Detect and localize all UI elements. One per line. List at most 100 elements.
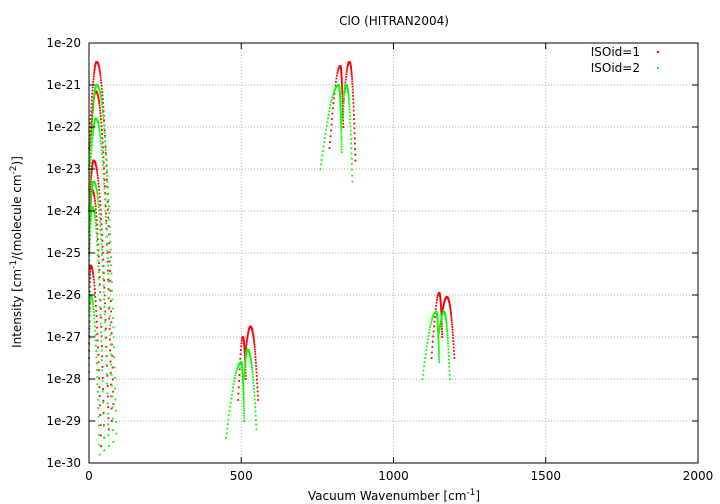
data-point-isoid-2 bbox=[339, 115, 342, 117]
data-point-isoid-1 bbox=[256, 386, 259, 389]
data-point-isoid-1 bbox=[435, 304, 437, 307]
data-point-isoid-1 bbox=[110, 321, 113, 324]
data-point-isoid-1 bbox=[331, 112, 334, 115]
data-point-isoid-2 bbox=[100, 143, 103, 145]
data-point-isoid-1 bbox=[101, 133, 103, 135]
data-point-isoid-2 bbox=[111, 406, 114, 409]
data-point-isoid-1 bbox=[90, 168, 93, 171]
data-point-isoid-1 bbox=[246, 336, 249, 339]
data-point-isoid-1 bbox=[91, 96, 93, 98]
data-point-isoid-2 bbox=[101, 265, 104, 268]
data-point-isoid-2 bbox=[97, 203, 100, 206]
data-point-isoid-2 bbox=[101, 369, 104, 372]
data-point-isoid-2 bbox=[104, 203, 107, 206]
data-point-isoid-2 bbox=[344, 85, 347, 88]
data-point-isoid-1 bbox=[101, 91, 104, 93]
data-point-isoid-2 bbox=[89, 214, 91, 217]
y-tick-label: 1e-20 bbox=[46, 36, 81, 50]
data-point-isoid-2 bbox=[437, 336, 440, 339]
data-point-isoid-2 bbox=[97, 415, 100, 418]
data-point-isoid-2 bbox=[89, 211, 92, 214]
data-point-isoid-2 bbox=[91, 136, 94, 139]
data-point-isoid-2 bbox=[438, 328, 441, 331]
data-point-isoid-2 bbox=[90, 128, 93, 131]
data-point-isoid-1 bbox=[96, 174, 99, 177]
data-point-isoid-1 bbox=[340, 80, 343, 82]
data-point-isoid-2 bbox=[95, 356, 98, 359]
data-point-isoid-2 bbox=[90, 193, 93, 196]
data-point-isoid-1 bbox=[99, 76, 102, 79]
data-point-isoid-1 bbox=[98, 102, 101, 105]
data-point-isoid-2 bbox=[347, 94, 350, 97]
data-point-isoid-1 bbox=[101, 345, 103, 348]
data-point-isoid-2 bbox=[105, 235, 108, 238]
data-point-isoid-2 bbox=[105, 363, 108, 366]
data-point-isoid-2 bbox=[241, 375, 244, 378]
data-point-isoid-2 bbox=[349, 121, 352, 124]
data-point-isoid-1 bbox=[238, 374, 241, 376]
data-point-isoid-1 bbox=[340, 77, 343, 80]
data-point-isoid-2 bbox=[94, 224, 97, 227]
x-axis-label-suffix: ] bbox=[475, 489, 480, 503]
data-point-isoid-2 bbox=[110, 256, 112, 259]
data-point-isoid-1 bbox=[90, 134, 92, 136]
data-point-isoid-2 bbox=[107, 434, 110, 437]
data-point-isoid-1 bbox=[97, 361, 100, 364]
data-point-isoid-1 bbox=[255, 364, 258, 367]
data-point-isoid-1 bbox=[101, 366, 104, 368]
data-point-isoid-1 bbox=[89, 193, 91, 196]
data-point-isoid-1 bbox=[93, 288, 96, 290]
data-point-isoid-2 bbox=[232, 383, 235, 386]
data-point-isoid-1 bbox=[100, 125, 103, 128]
data-point-isoid-1 bbox=[244, 348, 247, 351]
data-point-isoid-1 bbox=[111, 343, 113, 346]
data-point-isoid-2 bbox=[89, 165, 92, 167]
data-point-isoid-1 bbox=[340, 71, 343, 74]
data-point-isoid-2 bbox=[243, 375, 246, 378]
data-point-isoid-2 bbox=[93, 122, 96, 124]
data-point-isoid-2 bbox=[439, 324, 442, 327]
data-point-isoid-1 bbox=[453, 349, 455, 352]
data-point-isoid-2 bbox=[236, 366, 239, 368]
data-point-isoid-2 bbox=[428, 328, 431, 331]
data-point-isoid-1 bbox=[439, 297, 442, 300]
data-point-isoid-1 bbox=[110, 420, 113, 422]
data-point-isoid-2 bbox=[89, 230, 92, 233]
data-point-isoid-1 bbox=[93, 197, 96, 200]
data-point-isoid-1 bbox=[102, 110, 105, 113]
data-point-isoid-1 bbox=[335, 80, 337, 83]
data-point-isoid-2 bbox=[96, 244, 99, 247]
data-point-isoid-1 bbox=[442, 307, 444, 310]
data-point-isoid-1 bbox=[92, 75, 95, 78]
data-point-isoid-2 bbox=[341, 119, 344, 121]
data-point-isoid-1 bbox=[98, 67, 101, 70]
data-point-isoid-1 bbox=[340, 70, 343, 73]
data-point-isoid-1 bbox=[254, 353, 257, 356]
data-point-isoid-2 bbox=[448, 365, 451, 368]
data-point-isoid-2 bbox=[99, 306, 102, 309]
data-point-isoid-1 bbox=[94, 205, 97, 208]
data-point-isoid-2 bbox=[348, 111, 351, 114]
data-point-isoid-2 bbox=[330, 101, 333, 104]
data-point-isoid-1 bbox=[352, 91, 354, 94]
data-point-isoid-2 bbox=[92, 128, 95, 130]
data-point-isoid-2 bbox=[347, 91, 350, 93]
data-point-isoid-2 bbox=[99, 233, 102, 236]
data-point-isoid-1 bbox=[442, 304, 445, 306]
data-point-isoid-2 bbox=[341, 122, 343, 125]
data-point-isoid-1 bbox=[101, 98, 104, 100]
data-point-isoid-2 bbox=[90, 122, 93, 125]
data-point-isoid-1 bbox=[252, 332, 254, 335]
data-point-isoid-2 bbox=[233, 377, 236, 380]
data-point-isoid-1 bbox=[103, 294, 106, 297]
data-point-isoid-1 bbox=[253, 340, 255, 342]
data-point-isoid-2 bbox=[90, 211, 93, 213]
data-point-isoid-1 bbox=[336, 74, 338, 77]
data-point-isoid-2 bbox=[329, 104, 332, 106]
data-point-isoid-1 bbox=[350, 73, 353, 76]
data-point-isoid-1 bbox=[332, 107, 334, 110]
data-point-isoid-2 bbox=[100, 331, 102, 334]
data-point-isoid-1 bbox=[350, 70, 353, 73]
data-point-isoid-2 bbox=[339, 109, 342, 112]
data-point-isoid-2 bbox=[237, 364, 240, 367]
